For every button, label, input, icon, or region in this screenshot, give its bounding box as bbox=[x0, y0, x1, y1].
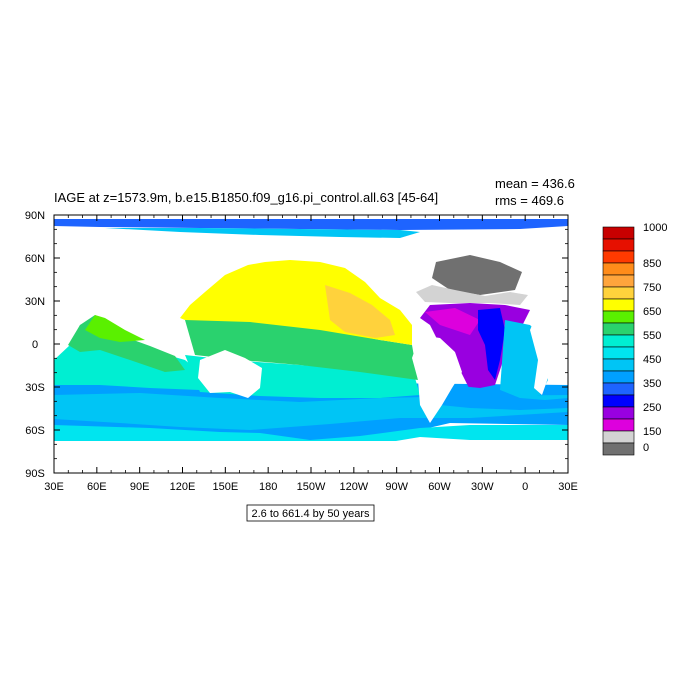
x-tick-label: 30W bbox=[471, 481, 494, 493]
y-tick-label: 90S bbox=[25, 468, 45, 480]
y-tick-label: 60S bbox=[25, 425, 45, 437]
colorbar-box bbox=[602, 226, 635, 240]
colorbar-box bbox=[602, 238, 635, 252]
x-tick-label: 150W bbox=[297, 481, 326, 493]
x-axis: 30E 60E 90E 120E 150E 180 150W 120W 90W 60W 30W 0 30… bbox=[44, 215, 578, 493]
colorbar-label: 250 bbox=[643, 402, 661, 414]
colorbar-box bbox=[602, 394, 635, 408]
region-north-atlantic-gray bbox=[416, 285, 528, 305]
x-tick-label: 60E bbox=[87, 481, 107, 493]
colorbar-box bbox=[602, 346, 635, 360]
colorbar-label: 1000 bbox=[643, 222, 667, 234]
x-tick-label: 150E bbox=[212, 481, 238, 493]
colorbar-label: 0 bbox=[643, 442, 649, 454]
region-arctic bbox=[54, 219, 568, 230]
colorbar-label: 450 bbox=[643, 354, 661, 366]
region-equatorial-pacific bbox=[185, 320, 418, 380]
ocean-age-map bbox=[54, 215, 568, 473]
region-atlantic-magenta bbox=[425, 308, 480, 335]
colorbar-box bbox=[602, 310, 635, 324]
land-south-america bbox=[412, 335, 462, 423]
colorbar-box bbox=[602, 418, 635, 432]
x-tick-label: 0 bbox=[522, 481, 528, 493]
x-tick-label: 90E bbox=[130, 481, 150, 493]
region-south-atlantic-blue bbox=[440, 385, 568, 410]
chart-title: IAGE at z=1573.9m, b.e15.B1850.f09_g16.p… bbox=[54, 190, 438, 205]
colorbar-label: 850 bbox=[643, 258, 661, 270]
y-tick-label: 30N bbox=[25, 296, 45, 308]
colorbar-label: 750 bbox=[643, 282, 661, 294]
land-australia bbox=[198, 350, 262, 398]
region-western-atlantic bbox=[478, 308, 505, 380]
colorbar-box bbox=[602, 274, 635, 288]
subtitle-label: 2.6 to 661.4 by 50 years bbox=[251, 508, 370, 520]
x-tick-label: 180 bbox=[259, 481, 277, 493]
y-tick-label: 90N bbox=[25, 210, 45, 222]
x-tick-label: 30E bbox=[558, 481, 578, 493]
rms-label: rms = 469.6 bbox=[495, 193, 564, 208]
x-tick-label: 90W bbox=[385, 481, 408, 493]
land-antarctica bbox=[54, 441, 568, 473]
colorbar-label: 150 bbox=[643, 426, 661, 438]
y-axis: 90N 60N 30N 0 30S 60S 90S bbox=[25, 210, 568, 480]
region-southern-ocean-south bbox=[54, 425, 568, 453]
x-tick-label: 120E bbox=[170, 481, 196, 493]
x-tick-label: 120W bbox=[339, 481, 368, 493]
region-indian-ocean-green bbox=[85, 315, 145, 342]
colorbar-label: 550 bbox=[643, 330, 661, 342]
region-northeast-pacific-core bbox=[325, 285, 395, 338]
colorbar-box bbox=[602, 358, 635, 372]
colorbar-box bbox=[602, 286, 635, 300]
colorbar-box bbox=[602, 250, 635, 264]
colorbar-box bbox=[602, 430, 635, 444]
x-tick-label: 60W bbox=[428, 481, 451, 493]
land-africa bbox=[530, 290, 568, 395]
y-tick-label: 30S bbox=[25, 382, 45, 394]
y-tick-label: 60N bbox=[25, 253, 45, 265]
colorbar-box bbox=[602, 322, 635, 336]
region-arctic-light bbox=[105, 228, 420, 238]
x-tick-label: 30E bbox=[44, 481, 64, 493]
y-tick-label: 0 bbox=[32, 339, 38, 351]
colorbar: 1000 850 750 650 550 450 350 250 150 0 bbox=[602, 222, 667, 456]
region-labrador-sea bbox=[432, 255, 522, 295]
colorbar-box bbox=[602, 298, 635, 312]
colorbar-box bbox=[602, 406, 635, 420]
colorbar-box bbox=[602, 382, 635, 396]
colorbar-label: 650 bbox=[643, 306, 661, 318]
colorbar-box bbox=[602, 442, 635, 456]
subtitle-box bbox=[246, 504, 375, 522]
colorbar-box bbox=[602, 370, 635, 384]
mean-label: mean = 436.6 bbox=[495, 176, 575, 191]
colorbar-box bbox=[602, 334, 635, 348]
colorbar-label: 350 bbox=[643, 378, 661, 390]
colorbar-box bbox=[602, 262, 635, 276]
